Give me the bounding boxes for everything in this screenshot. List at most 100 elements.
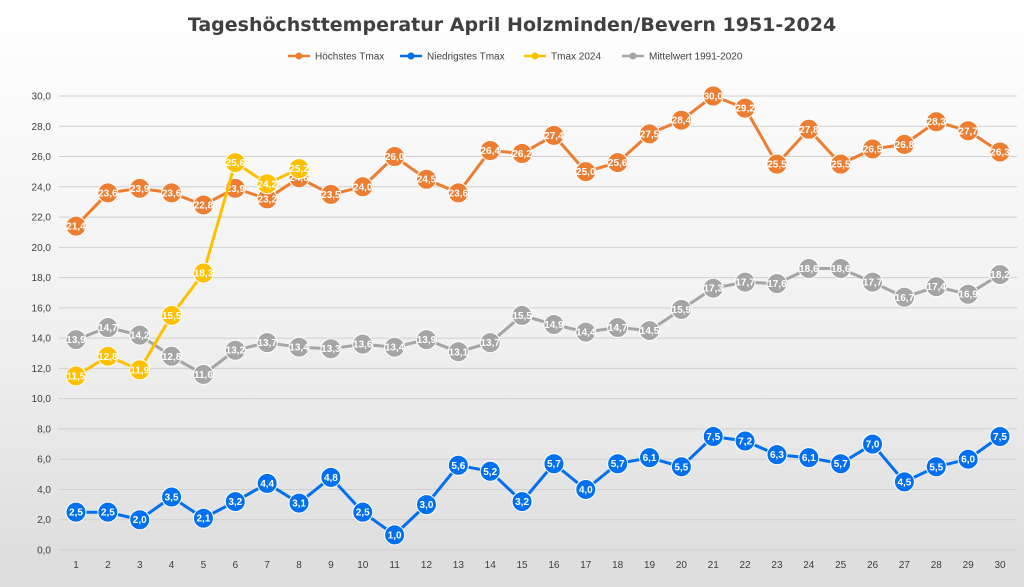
data-point (320, 183, 342, 205)
y-tick-label: 20,0 (32, 243, 52, 254)
data-label: 3,1 (292, 499, 306, 510)
data-point (97, 501, 119, 523)
x-tick-label: 28 (931, 560, 943, 571)
data-point (798, 447, 820, 469)
data-label: 3,0 (420, 500, 434, 511)
x-tick-label: 26 (867, 560, 879, 571)
series: 21,423,623,923,622,823,923,224,623,524,0… (65, 85, 1011, 237)
data-point (830, 258, 852, 280)
y-tick-label: 0,0 (37, 546, 51, 557)
data-label: 4,5 (897, 477, 911, 488)
data-label: 17,7 (863, 278, 883, 289)
data-point (192, 194, 214, 216)
data-point (161, 345, 183, 367)
data-label: 13,2 (226, 346, 246, 357)
data-label: 5,7 (611, 459, 625, 470)
data-label: 26,5 (863, 144, 883, 155)
y-tick-label: 16,0 (32, 303, 52, 314)
data-point (639, 320, 661, 342)
data-point (352, 501, 374, 523)
data-point (893, 286, 915, 308)
data-label: 29,2 (735, 104, 755, 115)
data-label: 14,7 (608, 323, 628, 334)
data-label: 13,9 (417, 335, 437, 346)
data-point (702, 85, 724, 107)
data-point (192, 262, 214, 284)
data-label: 12,8 (98, 352, 118, 363)
data-point (575, 478, 597, 500)
x-tick-label: 24 (803, 560, 815, 571)
series-layer: 13,9 14,7 14,2 12,8 11,6 13,2 13,7 13,4 13,3 13,6… (65, 85, 1011, 546)
data-label: 17,4 (927, 282, 947, 293)
x-tick-label: 9 (328, 560, 334, 571)
data-point (352, 176, 374, 198)
data-label: 13,4 (289, 343, 309, 354)
x-tick-label: 23 (771, 560, 783, 571)
y-tick-label: 6,0 (37, 455, 51, 466)
data-label: 4,8 (324, 473, 338, 484)
data-point (511, 304, 533, 326)
x-tick-label: 6 (233, 560, 239, 571)
data-point (447, 341, 469, 363)
legend-label: Höchstes Tmax (315, 52, 384, 63)
data-label: 23,6 (98, 188, 118, 199)
data-point (957, 448, 979, 470)
data-point (989, 141, 1011, 163)
data-point (97, 317, 119, 339)
x-axis-ticks: 1 2 3 4 5 6 7 8 9 10 11 12 13 14 15 16 17 18 19 20 21 22 23 24 2… (73, 560, 1006, 571)
x-tick-label: 25 (835, 560, 847, 571)
data-point (447, 182, 469, 204)
data-label: 17,3 (704, 284, 724, 295)
data-label: 18,2 (990, 270, 1010, 281)
data-label: 18,6 (831, 264, 851, 275)
data-point (97, 345, 119, 367)
data-label: 16,9 (958, 290, 978, 301)
data-label: 27,4 (544, 131, 564, 142)
data-point (830, 453, 852, 475)
y-tick-label: 28,0 (32, 122, 52, 133)
data-point (320, 338, 342, 360)
data-label: 24,2 (257, 179, 277, 190)
data-label: 26,4 (480, 146, 500, 157)
data-label: 7,5 (706, 432, 720, 443)
data-label: 14,4 (576, 328, 596, 339)
data-point (479, 460, 501, 482)
data-point (766, 444, 788, 466)
data-label: 24,5 (417, 175, 437, 186)
legend-marker (407, 52, 415, 60)
data-label: 15,9 (672, 305, 692, 316)
data-label: 11,9 (130, 365, 149, 376)
data-point (192, 363, 214, 385)
data-label: 26,2 (512, 149, 532, 160)
data-point (607, 453, 629, 475)
data-point (766, 273, 788, 295)
legend-label: Niedrigstes Tmax (427, 52, 505, 63)
data-point (65, 215, 87, 237)
data-label: 13,4 (385, 343, 405, 354)
data-label: 27,5 (640, 129, 660, 140)
data-point (639, 447, 661, 469)
legend-label: Tmax 2024 (551, 52, 601, 63)
data-point (511, 143, 533, 165)
legend-item: Höchstes Tmax (288, 52, 384, 63)
data-label: 17,6 (767, 279, 787, 290)
data-label: 30,0 (704, 92, 724, 103)
data-point (479, 332, 501, 354)
data-point (161, 486, 183, 508)
data-point (288, 492, 310, 514)
data-point (670, 298, 692, 320)
data-label: 12,8 (162, 352, 182, 363)
data-label: 5,5 (674, 462, 688, 473)
x-tick-label: 4 (169, 560, 175, 571)
data-point (288, 336, 310, 358)
data-label: 6,0 (961, 455, 975, 466)
y-tick-label: 10,0 (32, 394, 52, 405)
data-point (447, 454, 469, 476)
data-label: 11,6 (194, 370, 213, 381)
x-tick-label: 11 (389, 560, 400, 571)
data-point (129, 509, 151, 531)
data-point (830, 153, 852, 175)
series-line (74, 267, 1002, 376)
data-point (479, 139, 501, 161)
